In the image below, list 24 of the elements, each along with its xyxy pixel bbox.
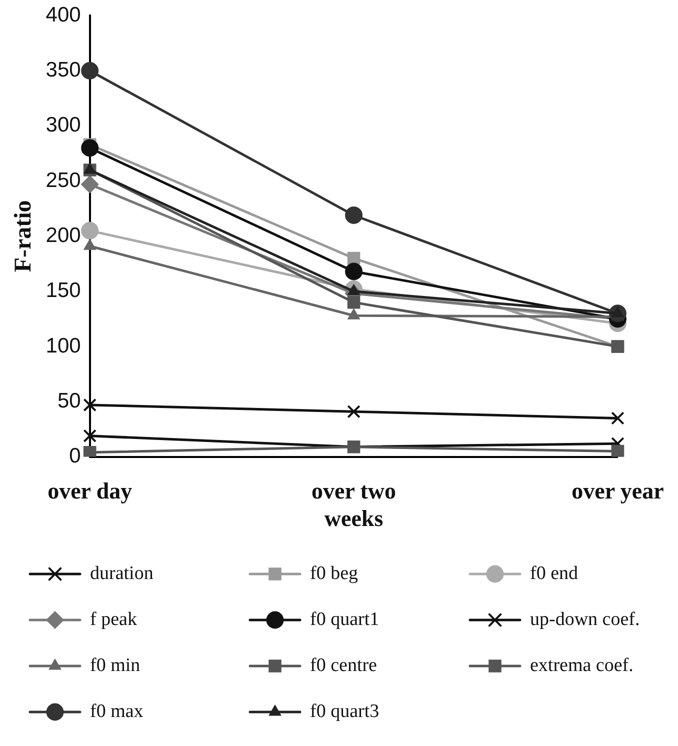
x-tick-label: over two weeks (312, 478, 396, 532)
y-tick-label: 250 (46, 168, 81, 192)
x-tick-label: over year (572, 478, 664, 504)
y-tick-label: 400 (46, 3, 81, 26)
legend-label: f0 quart1 (310, 608, 380, 630)
legend-label: up-down coef. (530, 608, 640, 630)
y-tick-label: 50 (57, 389, 81, 412)
legend-label: f0 quart3 (310, 700, 380, 722)
legend-label: duration (90, 562, 154, 584)
y-tick-label: 100 (46, 334, 81, 358)
y-tick-label: 300 (46, 114, 81, 137)
y-tick-label: 0 (69, 444, 81, 468)
legend-label: f0 end (530, 562, 579, 584)
legend-label: f0 min (90, 654, 141, 676)
legend-label: f0 max (90, 700, 144, 722)
legend-label: f peak (90, 608, 138, 630)
y-tick-label: 350 (46, 58, 81, 82)
legend-label: f0 centre (310, 654, 377, 676)
x-tick-label: over day (48, 478, 133, 504)
y-tick-label: 200 (46, 224, 81, 247)
legend-label: extrema coef. (530, 654, 634, 676)
y-tick-label: 150 (46, 279, 81, 302)
legend-label: f0 beg (310, 562, 359, 584)
y-axis-title: F-ratio (10, 200, 37, 272)
